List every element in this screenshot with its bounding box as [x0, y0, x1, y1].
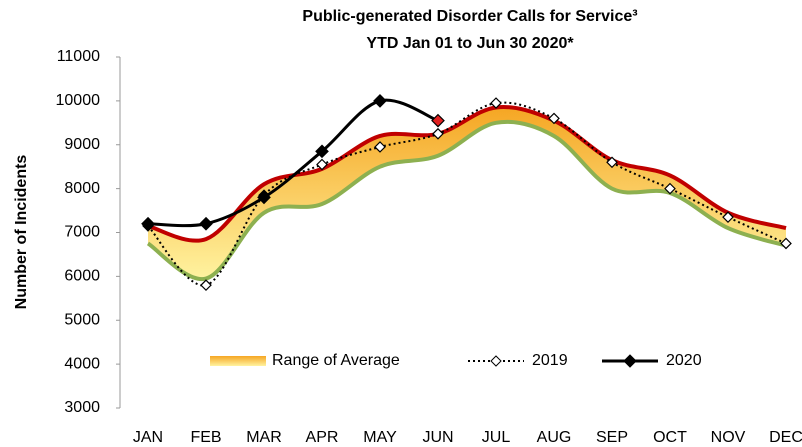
y-tick-label: 7000 [64, 224, 100, 241]
x-tick-label: OCT [653, 429, 687, 446]
legend-label: Range of Average [272, 352, 400, 369]
marker [490, 97, 502, 109]
marker [257, 190, 271, 205]
legend-swatch [210, 356, 266, 366]
x-tick-label: MAY [363, 429, 397, 446]
y-tick-label: 11000 [57, 48, 100, 65]
x-tick-label: JAN [133, 429, 163, 446]
marker [606, 156, 618, 169]
y-tick-label: 9000 [64, 136, 100, 153]
marker [199, 216, 213, 231]
marker [373, 94, 387, 108]
legend-marker [623, 354, 637, 368]
y-tick-label: 4000 [64, 355, 100, 372]
x-tick-label: JUL [482, 429, 511, 446]
marker [374, 141, 386, 153]
marker [315, 144, 329, 159]
y-tick-label: 6000 [64, 268, 100, 285]
x-tick-label: FEB [190, 429, 221, 446]
y-tick-label: 8000 [64, 180, 100, 197]
range-area [148, 107, 786, 280]
legend-label: 2020 [666, 352, 702, 369]
legend-label: 2019 [532, 352, 568, 369]
y-tick-label: 5000 [64, 311, 100, 328]
x-tick-label: MAR [246, 429, 282, 446]
x-tick-label: DEC [769, 429, 802, 446]
x-tick-label: JUN [422, 429, 453, 446]
chart-title: Public-generated Disorder Calls for Serv… [302, 8, 637, 25]
x-tick-label: AUG [537, 429, 572, 446]
x-tick-label: NOV [711, 429, 746, 446]
marker [722, 211, 734, 223]
range-upper [147, 105, 787, 243]
y-tick-label: 10000 [56, 92, 101, 109]
y-tick-label: 3000 [64, 399, 100, 416]
marker [316, 158, 328, 171]
x-tick-label: APR [306, 429, 339, 446]
marker [548, 112, 560, 125]
marker [141, 216, 155, 231]
legend-marker [490, 355, 502, 367]
marker [431, 113, 445, 128]
marker [664, 182, 676, 195]
chart-subtitle: YTD Jan 01 to Jun 30 2020* [366, 35, 574, 52]
marker [432, 127, 444, 140]
y-axis-label: Number of Incidents [13, 155, 30, 310]
marker [200, 279, 212, 291]
x-tick-label: SEP [596, 429, 628, 446]
marker [780, 237, 792, 250]
